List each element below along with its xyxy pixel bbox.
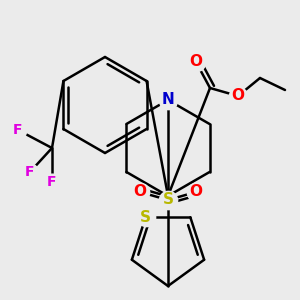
Text: F: F bbox=[25, 165, 35, 179]
Text: O: O bbox=[134, 184, 146, 200]
Text: F: F bbox=[13, 123, 23, 137]
Text: F: F bbox=[47, 175, 57, 189]
Text: S: S bbox=[140, 210, 151, 225]
Text: O: O bbox=[232, 88, 244, 104]
Text: O: O bbox=[190, 55, 202, 70]
Text: O: O bbox=[190, 184, 202, 200]
Text: S: S bbox=[163, 193, 173, 208]
Text: N: N bbox=[162, 92, 174, 107]
